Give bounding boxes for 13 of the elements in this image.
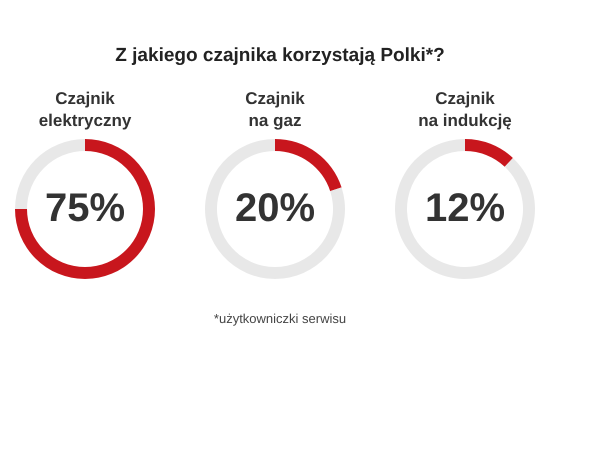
text: Z jakiego czajnika korzystają Polki*?: [115, 45, 445, 66]
donut-slice: [275, 139, 342, 192]
donut-slice: [395, 139, 535, 279]
data-label: 12%: [424, 186, 506, 230]
donut-slice: [205, 139, 345, 279]
data-label: 20%: [234, 186, 316, 230]
text: *użytkowniczki serwisu: [214, 311, 346, 326]
donut-slice: [15, 139, 155, 279]
chart-title: Czajnik na gaz: [245, 89, 306, 130]
data-label: 75%: [44, 186, 126, 230]
chart-title: Czajnik elektryczny: [38, 89, 132, 130]
chart-title: Czajnik na indukcję: [418, 89, 512, 130]
donut-slice: [465, 139, 513, 167]
